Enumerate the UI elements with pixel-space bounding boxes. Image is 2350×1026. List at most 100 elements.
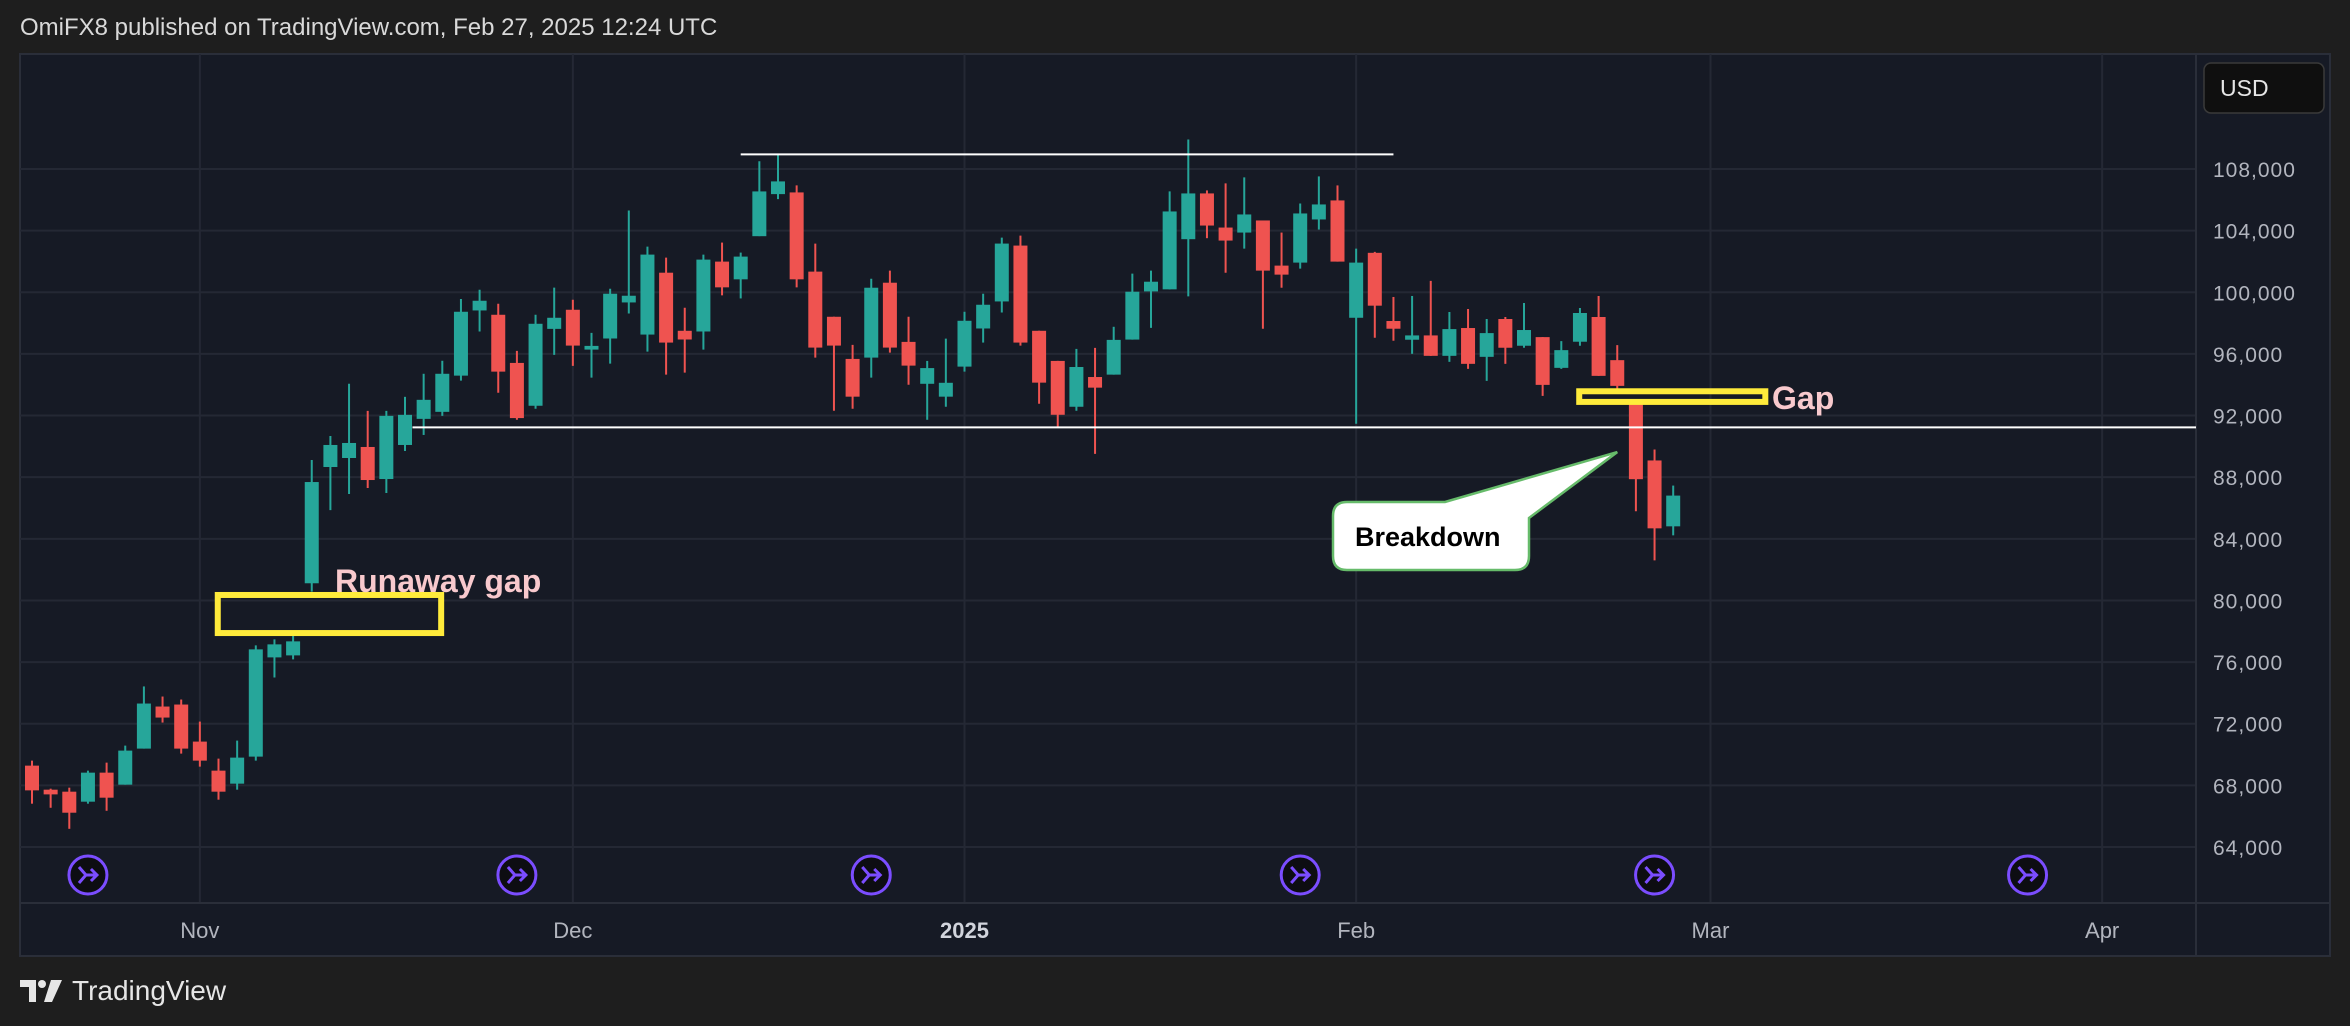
candle-18 <box>342 383 357 495</box>
candle-body <box>1572 312 1587 342</box>
candle-79 <box>1479 319 1494 381</box>
candle-body <box>1050 360 1065 415</box>
price-tick-label: 96,000 <box>2213 344 2283 367</box>
gap-label: Gap <box>1772 380 1834 416</box>
candle-75 <box>1405 295 1420 354</box>
tradingview-logo-text: TradingView <box>72 975 227 1006</box>
candle-body <box>491 314 506 372</box>
breakdown-callout-text: Breakdown <box>1355 522 1501 552</box>
candle-28 <box>528 314 543 409</box>
candle-22 <box>416 373 431 435</box>
candle-66 <box>1237 177 1252 249</box>
candle-58 <box>1088 347 1103 454</box>
candle-body <box>733 256 748 280</box>
candle-19 <box>360 410 375 489</box>
candle-body <box>1349 262 1364 318</box>
event-marker-icon[interactable] <box>850 854 892 896</box>
candle-59 <box>1106 326 1121 375</box>
event-marker-icon[interactable] <box>1279 854 1321 896</box>
candle-body <box>882 282 897 348</box>
candle-body <box>976 304 991 329</box>
tradingview-logo[interactable]: TradingView <box>20 975 226 1007</box>
candle-body <box>1199 193 1214 226</box>
runaway-gap-label-group: Runaway gap <box>335 563 541 599</box>
candle-body <box>771 181 785 195</box>
candle-11 <box>211 758 226 800</box>
candle-54 <box>1013 235 1028 346</box>
candle-10 <box>192 721 207 767</box>
candle-body <box>659 272 674 343</box>
candle-81 <box>1517 302 1531 348</box>
event-marker-icon[interactable] <box>1634 854 1676 896</box>
candle-78 <box>1461 308 1476 369</box>
chart-frame <box>19 53 2331 957</box>
candle-body <box>1591 317 1606 376</box>
candle-body <box>1125 291 1140 340</box>
candle-body <box>547 317 562 329</box>
currency-button[interactable]: USD <box>2203 62 2325 114</box>
candle-body <box>360 446 375 481</box>
candle-64 <box>1199 190 1214 239</box>
merge-arrow-icon <box>1644 866 1666 884</box>
runaway-gap-box <box>214 591 445 637</box>
event-marker-icon[interactable] <box>67 854 109 896</box>
price-tick-label: 92,000 <box>2213 406 2283 429</box>
candle-25 <box>472 289 487 332</box>
candle-body <box>1181 193 1196 240</box>
candle-61 <box>1144 270 1158 328</box>
breakdown-callout: Breakdown <box>1331 450 1618 572</box>
candle-63 <box>1181 139 1196 297</box>
candle-body <box>1386 321 1401 329</box>
candle-45 <box>845 344 860 409</box>
price-tick-label: 100,000 <box>2213 282 2296 305</box>
candle-body <box>1069 367 1084 407</box>
candle-body <box>1088 377 1103 388</box>
candle-body <box>808 271 823 348</box>
candle-33 <box>621 210 636 314</box>
candle-body <box>118 750 133 785</box>
event-marker-icon[interactable] <box>2007 854 2049 896</box>
candle-body <box>789 192 804 280</box>
price-tick-label: 84,000 <box>2213 529 2283 552</box>
candle-44 <box>826 316 841 411</box>
candle-35 <box>659 257 674 375</box>
candle-body <box>323 444 338 468</box>
candle-39 <box>733 252 748 299</box>
candle-2 <box>43 788 58 808</box>
price-tick-label: 108,000 <box>2213 159 2296 182</box>
candle-body <box>565 309 580 346</box>
candle-51 <box>957 311 972 372</box>
candle-body <box>957 320 972 367</box>
candle-body <box>696 259 711 332</box>
candle-70 <box>1311 176 1326 230</box>
candle-body <box>435 373 450 412</box>
candle-body <box>1442 329 1457 356</box>
time-tick-label: Mar <box>1692 918 1730 943</box>
candle-60 <box>1125 273 1140 340</box>
candle-body <box>286 641 301 656</box>
candle-body <box>99 772 114 798</box>
candle-body <box>1144 281 1158 292</box>
event-marker-icon[interactable] <box>496 854 538 896</box>
candle-body <box>174 704 189 749</box>
candle-body <box>1255 220 1270 271</box>
candle-body <box>211 770 226 792</box>
candle-5 <box>99 762 114 811</box>
candle-88 <box>1647 449 1662 561</box>
candle-52 <box>976 293 991 343</box>
candle-3 <box>62 787 77 829</box>
candle-body <box>1013 245 1028 343</box>
candle-body <box>230 757 245 784</box>
candle-65 <box>1218 183 1233 273</box>
candle-13 <box>248 645 263 761</box>
candle-7 <box>136 686 151 749</box>
price-tick-label: 76,000 <box>2213 652 2283 675</box>
candle-body <box>994 243 1009 302</box>
candle-82 <box>1535 337 1550 396</box>
candle-56 <box>1050 360 1065 427</box>
candle-body <box>1032 330 1047 383</box>
candle-37 <box>696 254 711 350</box>
candle-43 <box>808 243 823 358</box>
candle-57 <box>1069 348 1084 411</box>
